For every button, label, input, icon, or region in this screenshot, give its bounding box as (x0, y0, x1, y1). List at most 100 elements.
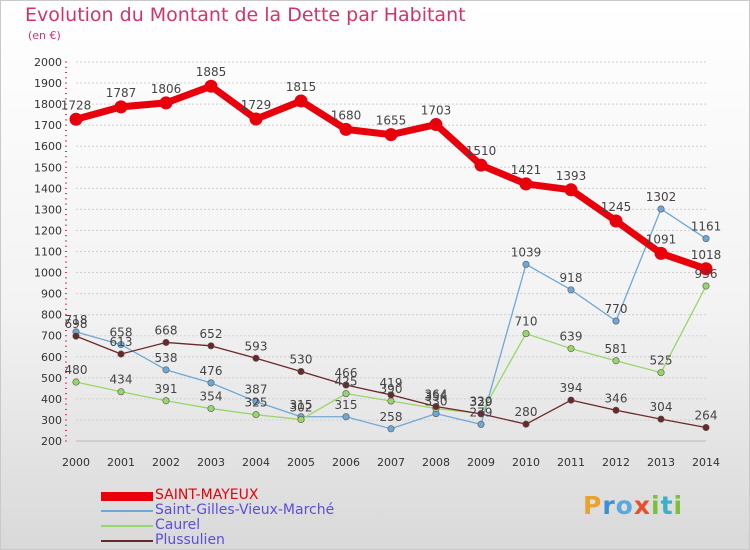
x-tick-label: 2003 (197, 456, 225, 469)
data-label: 1510 (466, 144, 497, 158)
data-label: 718 (65, 313, 88, 327)
data-label: 466 (335, 366, 358, 380)
data-point (429, 118, 443, 132)
data-point (342, 390, 350, 398)
data-label: 1039 (511, 245, 542, 259)
data-point (252, 411, 260, 419)
data-label: 279 (470, 405, 493, 419)
data-point (162, 338, 170, 346)
data-label: 264 (695, 409, 718, 423)
data-label: 1393 (556, 169, 587, 183)
data-point (117, 341, 125, 349)
legend-swatch (101, 525, 153, 527)
data-label: 364 (425, 387, 448, 401)
legend-label: Saint-Gilles-Vieux-Marché (155, 502, 335, 518)
data-label: 710 (515, 315, 538, 329)
data-label: 1161 (691, 220, 722, 234)
y-tick-label: 1100 (34, 246, 62, 259)
data-label: 1091 (646, 232, 677, 246)
y-tick-label: 1000 (34, 267, 62, 280)
data-point (702, 282, 710, 290)
data-label: 581 (605, 342, 628, 356)
data-label: 390 (380, 382, 403, 396)
data-point (252, 398, 260, 406)
data-point (657, 369, 665, 377)
data-point (339, 122, 353, 136)
chart-title: Evolution du Montant de la Dette par Hab… (25, 4, 466, 26)
data-point (387, 397, 395, 405)
y-tick-label: 900 (41, 288, 62, 301)
data-label: 1815 (286, 80, 317, 94)
y-tick-label: 1500 (34, 161, 62, 174)
data-label: 1787 (106, 86, 137, 100)
data-point (204, 79, 218, 93)
data-point (432, 402, 440, 410)
data-label: 668 (155, 323, 178, 337)
data-point (477, 420, 485, 428)
legend-swatch (101, 491, 153, 501)
y-tick-label: 1900 (34, 77, 62, 90)
data-point (114, 100, 128, 114)
y-tick-label: 1700 (34, 119, 62, 132)
data-point (522, 260, 530, 268)
data-label: 1245 (601, 200, 632, 214)
data-point (564, 183, 578, 197)
data-label: 1421 (511, 163, 542, 177)
data-point (522, 330, 530, 338)
data-label: 387 (245, 383, 268, 397)
data-label: 425 (335, 375, 358, 389)
data-label: 613 (110, 335, 133, 349)
x-tick-label: 2007 (377, 456, 405, 469)
x-tick-label: 2012 (602, 456, 630, 469)
data-point (522, 420, 530, 428)
data-point (207, 379, 215, 387)
legend-label: Caurel (155, 517, 201, 533)
data-label: 1885 (196, 65, 227, 79)
y-tick-label: 1800 (34, 98, 62, 111)
x-tick-label: 2000 (62, 456, 90, 469)
data-label: 391 (155, 382, 178, 396)
y-tick-label: 800 (41, 309, 62, 322)
data-point (567, 396, 575, 404)
legend-swatch (101, 510, 153, 512)
data-point (72, 332, 80, 340)
data-label: 1729 (241, 98, 272, 112)
data-point (162, 366, 170, 374)
y-tick-label: 700 (41, 330, 62, 343)
data-label: 538 (155, 351, 178, 365)
data-label: 354 (200, 390, 223, 404)
data-label: 1728 (61, 98, 92, 112)
x-tick-label: 2008 (422, 456, 450, 469)
y-tick-label: 300 (41, 414, 62, 427)
data-point (252, 354, 260, 362)
data-point (387, 425, 395, 433)
y-tick-label: 1300 (34, 203, 62, 216)
data-point (387, 391, 395, 399)
y-tick-label: 1200 (34, 224, 62, 237)
data-point (297, 368, 305, 376)
data-label: 354 (425, 390, 448, 404)
data-point (477, 410, 485, 418)
data-point (612, 317, 620, 325)
data-label: 315 (335, 398, 358, 412)
data-point (69, 112, 83, 126)
data-label: 1655 (376, 114, 407, 128)
y-tick-label: 1400 (34, 182, 62, 195)
x-tick-label: 2005 (287, 456, 315, 469)
data-label: 330 (470, 395, 493, 409)
data-point (474, 158, 488, 172)
legend-label: SAINT-MAYEUX (155, 487, 259, 503)
data-point (294, 94, 308, 108)
data-label: 525 (650, 354, 673, 368)
data-label: 476 (200, 364, 223, 378)
x-tick-label: 2009 (467, 456, 495, 469)
data-point (519, 177, 533, 191)
data-label: 770 (605, 302, 628, 316)
data-point (117, 388, 125, 396)
data-label: 304 (650, 400, 673, 414)
data-point (702, 424, 710, 432)
data-label: 480 (65, 363, 88, 377)
data-point (657, 415, 665, 423)
data-point (567, 345, 575, 353)
